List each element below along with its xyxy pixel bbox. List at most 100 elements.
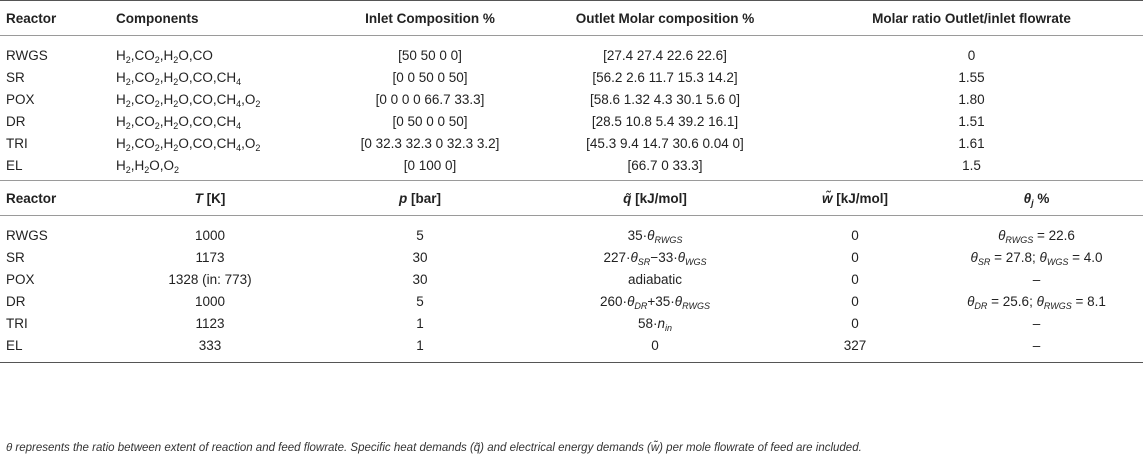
reactor-cell: EL: [6, 157, 23, 173]
header-rule: [0, 35, 1143, 36]
reactor-cell: TRI: [6, 135, 28, 151]
components-cell: H2,CO2,H2O,CO,CH4,O2: [116, 135, 261, 153]
header-inlet: Inlet Composition %: [365, 10, 495, 26]
ratio-cell: 1.61: [958, 135, 985, 151]
header-extent: θj %: [1023, 190, 1050, 208]
header-pressure: p [bar]: [399, 190, 441, 206]
heat-cell: 58·nin: [637, 315, 673, 333]
header-reactor: Reactor: [6, 190, 57, 206]
table-row: DR H2,CO2,H2O,CO,CH4 [0 50 0 0 50] [28.5…: [0, 110, 1143, 132]
table-row: SR H2,CO2,H2O,CO,CH4 [0 0 50 0 50] [56.2…: [0, 66, 1143, 88]
ratio-cell: 0: [967, 47, 976, 63]
conditions-table: Reactor T [K] p [bar] q̃ [kJ/mol] w̃ [kJ…: [0, 181, 1143, 215]
header-components: Components: [116, 10, 199, 26]
temperature-cell: 1000: [194, 227, 226, 243]
components-cell: H2,CO2,H2O,CO: [116, 47, 213, 65]
header-electric-demand: w̃ [kJ/mol]: [821, 190, 889, 206]
inlet-cell: [0 0 0 0 66.7 33.3]: [375, 91, 485, 107]
extent-cell: θSR = 27.8; θWGS = 4.0: [970, 249, 1103, 267]
pressure-cell: 1: [416, 315, 424, 331]
table-row: POX 1328 (in: 773) 30 adiabatic 0 –: [0, 268, 1143, 290]
table-row: EL H2,H2O,O2 [0 100 0] [66.7 0 33.3] 1.5: [0, 154, 1143, 176]
table-row: POX H2,CO2,H2O,CO,CH4,O2 [0 0 0 0 66.7 3…: [0, 88, 1143, 110]
reactor-cell: EL: [6, 337, 23, 353]
table-row: SR 1173 30 227·θSR−33·θWGS 0 θSR = 27.8;…: [0, 246, 1143, 268]
table-row: DR 1000 5 260·θDR+35·θRWGS 0 θDR = 25.6;…: [0, 290, 1143, 312]
header-ratio: Molar ratio Outlet/inlet flowrate: [872, 10, 1071, 26]
header-heat-demand: q̃ [kJ/mol]: [623, 190, 687, 206]
reactor-cell: SR: [6, 249, 25, 265]
reactor-cell: SR: [6, 69, 25, 85]
electric-cell: 0: [851, 271, 859, 287]
reactor-cell: RWGS: [6, 227, 48, 243]
table-row: EL 333 1 0 327 –: [0, 334, 1143, 356]
outlet-cell: [66.7 0 33.3]: [627, 157, 703, 173]
extent-cell: –: [1032, 271, 1041, 287]
temperature-cell: 1123: [195, 315, 225, 331]
outlet-cell: [45.3 9.4 14.7 30.6 0.04 0]: [586, 135, 744, 151]
section-rule: [0, 180, 1143, 181]
table-row: RWGS 1000 5 35·θRWGS 0 θRWGS = 22.6: [0, 216, 1143, 246]
inlet-cell: [0 0 50 0 50]: [392, 69, 468, 85]
header-reactor: Reactor: [6, 10, 57, 26]
extent-cell: θDR = 25.6; θRWGS = 8.1: [967, 293, 1106, 311]
electric-cell: 0: [851, 249, 859, 265]
reactor-cell: DR: [6, 113, 26, 129]
conditions-header-row: Reactor T [K] p [bar] q̃ [kJ/mol] w̃ [kJ…: [0, 181, 1143, 215]
inlet-cell: [0 100 0]: [403, 157, 457, 173]
extent-cell: –: [1032, 315, 1041, 331]
temperature-cell: 1173: [195, 249, 225, 265]
temperature-cell: 1328 (in: 773): [168, 271, 252, 287]
top-rule: [0, 0, 1143, 1]
heat-cell: 35·θRWGS: [627, 227, 683, 245]
reactor-cell: TRI: [6, 315, 28, 331]
pressure-cell: 30: [412, 271, 428, 287]
heat-cell: 0: [651, 337, 659, 353]
document-tables: Reactor Components Inlet Composition % O…: [0, 0, 1143, 363]
extent-cell: –: [1032, 337, 1041, 353]
temperature-cell: 1000: [194, 293, 226, 309]
pressure-cell: 1: [416, 337, 424, 353]
table-row: TRI 1123 1 58·nin 0 –: [0, 312, 1143, 334]
outlet-cell: [56.2 2.6 11.7 15.3 14.2]: [592, 69, 738, 85]
header-outlet: Outlet Molar composition %: [575, 10, 755, 26]
pressure-cell: 30: [412, 249, 428, 265]
inlet-cell: [50 50 0 0]: [398, 47, 462, 63]
electric-cell: 327: [843, 337, 867, 353]
reactor-cell: DR: [6, 293, 26, 309]
heat-cell: 260·θDR+35·θRWGS: [600, 293, 710, 311]
components-cell: H2,CO2,H2O,CO,CH4: [116, 69, 242, 87]
ratio-cell: 1.80: [958, 91, 985, 107]
ratio-cell: 1.5: [962, 157, 981, 173]
inlet-cell: [0 50 0 0 50]: [392, 113, 468, 129]
bottom-rule: [0, 362, 1143, 363]
pressure-cell: 5: [416, 227, 424, 243]
composition-header-row: Reactor Components Inlet Composition % O…: [0, 1, 1143, 35]
table-row: RWGS H2,CO2,H2O,CO [50 50 0 0] [27.4 27.…: [0, 36, 1143, 66]
components-cell: H2,CO2,H2O,CO,CH4,O2: [116, 91, 261, 109]
heat-cell: 227·θSR−33·θWGS: [603, 249, 707, 267]
table-row: TRI H2,CO2,H2O,CO,CH4,O2 [0 32.3 32.3 0 …: [0, 132, 1143, 154]
components-cell: H2,H2O,O2: [116, 157, 180, 175]
header-temperature: T [K]: [194, 190, 226, 206]
ratio-cell: 1.51: [958, 113, 985, 129]
table-footnote: θ represents the ratio between extent of…: [6, 442, 862, 454]
extent-cell: θRWGS = 22.6: [998, 227, 1075, 245]
components-cell: H2,CO2,H2O,CO,CH4: [116, 113, 242, 131]
outlet-cell: [27.4 27.4 22.6 22.6]: [603, 47, 727, 63]
reactor-cell: POX: [6, 91, 35, 107]
heat-cell: adiabatic: [627, 271, 683, 287]
electric-cell: 0: [851, 293, 859, 309]
header-rule: [0, 215, 1143, 216]
ratio-cell: 1.55: [958, 69, 985, 85]
electric-cell: 0: [851, 315, 859, 331]
temperature-cell: 333: [198, 337, 222, 353]
composition-table: Reactor Components Inlet Composition % O…: [0, 1, 1143, 35]
outlet-cell: [58.6 1.32 4.3 30.1 5.6 0]: [589, 91, 741, 107]
reactor-cell: POX: [6, 271, 35, 287]
conditions-table-body: RWGS 1000 5 35·θRWGS 0 θRWGS = 22.6 SR 1…: [0, 216, 1143, 356]
reactor-cell: RWGS: [6, 47, 48, 63]
pressure-cell: 5: [416, 293, 424, 309]
composition-table-body: RWGS H2,CO2,H2O,CO [50 50 0 0] [27.4 27.…: [0, 36, 1143, 176]
electric-cell: 0: [851, 227, 859, 243]
